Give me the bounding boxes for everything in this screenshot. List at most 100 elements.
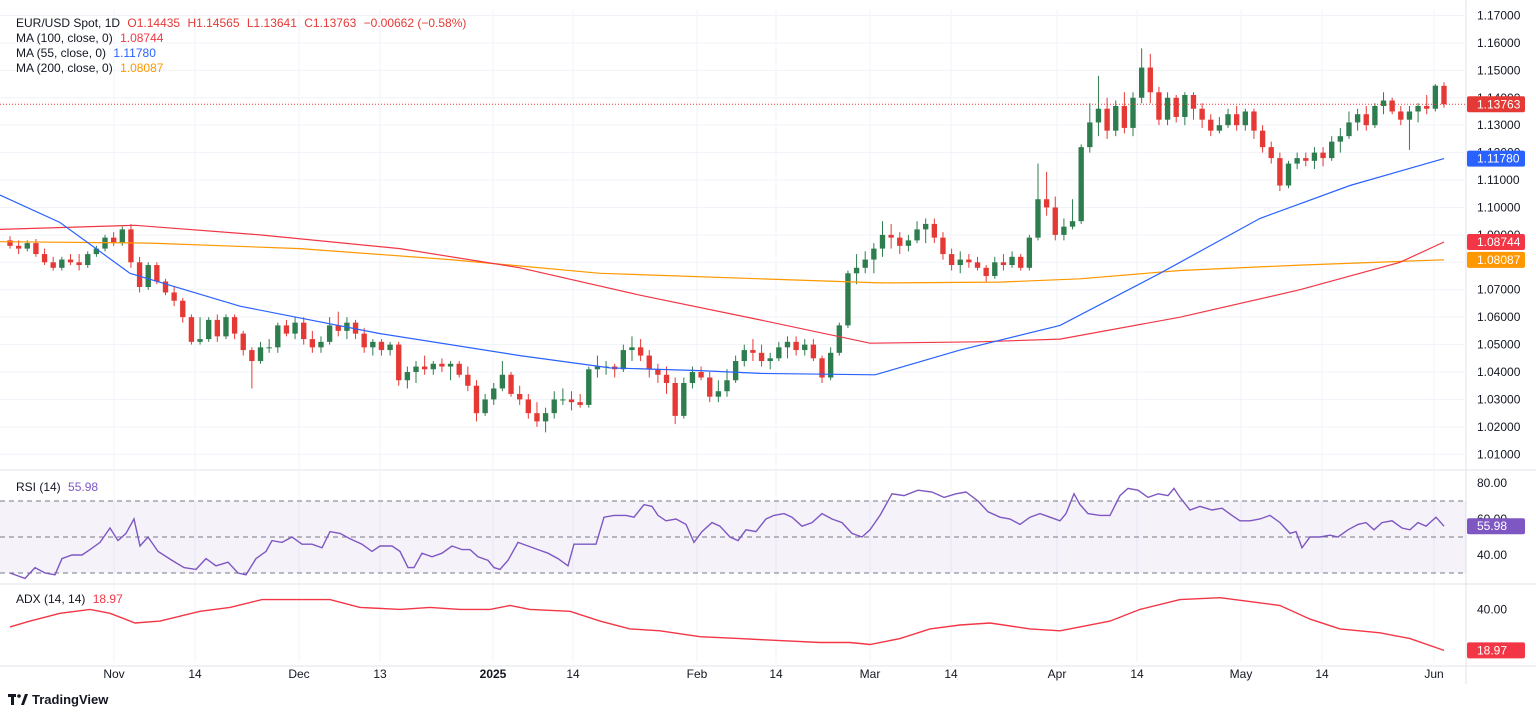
candle[interactable] (1294, 152, 1300, 170)
ma100-line[interactable] (0, 224, 1445, 344)
candle[interactable] (862, 251, 868, 274)
ma55-badge[interactable]: 1.11780 (1467, 150, 1525, 167)
candle[interactable] (197, 317, 203, 345)
candle[interactable] (871, 243, 877, 274)
candle[interactable] (301, 317, 307, 345)
candle[interactable] (1035, 163, 1041, 241)
adx-line[interactable] (9, 596, 1445, 652)
candle[interactable] (1424, 95, 1430, 115)
candle[interactable] (136, 256, 143, 293)
candle[interactable] (1173, 95, 1179, 123)
candle[interactable] (741, 344, 747, 367)
candle[interactable] (292, 317, 298, 340)
candle[interactable] (1078, 144, 1084, 224)
rsi-legend[interactable]: RSI (14) 55.98 (16, 480, 102, 494)
candle[interactable] (750, 339, 756, 362)
candle[interactable] (1285, 160, 1292, 189)
candle[interactable] (646, 350, 652, 378)
candle[interactable] (681, 377, 687, 419)
candle[interactable] (525, 393, 531, 419)
candle[interactable] (612, 363, 618, 378)
candle[interactable] (542, 407, 549, 433)
ma100-badge[interactable]: 1.08744 (1467, 234, 1525, 251)
candle[interactable] (1398, 105, 1404, 126)
candle[interactable] (421, 355, 428, 375)
candle[interactable] (67, 254, 74, 266)
candle[interactable] (568, 391, 575, 411)
candle[interactable] (1251, 108, 1257, 139)
candle[interactable] (732, 355, 739, 383)
candle[interactable] (655, 363, 661, 383)
candle[interactable] (1337, 127, 1344, 153)
candle[interactable] (1303, 152, 1309, 167)
rsi-pane[interactable] (0, 487, 1466, 580)
candle[interactable] (1346, 111, 1352, 139)
candle[interactable] (128, 223, 134, 268)
rsi-line[interactable] (9, 487, 1445, 580)
candle[interactable] (1199, 103, 1205, 128)
candle[interactable] (1415, 103, 1421, 123)
candle[interactable] (905, 234, 912, 252)
candle[interactable] (577, 393, 583, 408)
candle[interactable] (482, 393, 488, 416)
candle[interactable] (223, 314, 229, 340)
candle[interactable] (1311, 147, 1318, 170)
candle[interactable] (888, 223, 894, 249)
candle[interactable] (257, 341, 264, 364)
candle[interactable] (672, 377, 678, 425)
candle[interactable] (724, 369, 730, 397)
candle[interactable] (948, 248, 955, 271)
candle[interactable] (767, 352, 773, 370)
candle[interactable] (957, 251, 963, 274)
candle[interactable] (318, 336, 324, 353)
candle[interactable] (387, 341, 393, 356)
candle[interactable] (810, 339, 817, 362)
candle[interactable] (508, 372, 514, 397)
candle[interactable] (1087, 103, 1093, 153)
candle[interactable] (50, 256, 56, 271)
candle[interactable] (1268, 141, 1274, 164)
candle[interactable] (1216, 116, 1223, 134)
adx-pane[interactable] (9, 596, 1445, 652)
candle[interactable] (7, 236, 13, 249)
candle[interactable] (1095, 75, 1102, 137)
candle[interactable] (1372, 103, 1378, 128)
candle[interactable] (983, 265, 989, 282)
candle[interactable] (1121, 92, 1128, 134)
candle[interactable] (698, 366, 704, 381)
candle[interactable] (1441, 82, 1447, 108)
candle[interactable] (1233, 105, 1240, 131)
candle[interactable] (776, 341, 782, 362)
adx-legend[interactable]: ADX (14, 14) 18.97 (16, 592, 127, 606)
candle[interactable] (551, 391, 557, 419)
ma200-line[interactable] (0, 241, 1445, 284)
candle[interactable] (819, 355, 825, 383)
candle[interactable] (1061, 218, 1067, 241)
candle[interactable] (992, 256, 998, 279)
candle[interactable] (1259, 125, 1266, 153)
candle[interactable] (145, 262, 151, 290)
candle[interactable] (370, 339, 376, 356)
candle[interactable] (974, 256, 981, 271)
candle[interactable] (836, 322, 842, 356)
candle[interactable] (404, 366, 411, 389)
candle[interactable] (188, 314, 195, 345)
ma200-legend[interactable]: MA (200, close, 0) 1.08087 (16, 61, 167, 75)
candle[interactable] (637, 339, 644, 362)
candle[interactable] (1406, 105, 1413, 150)
ma100-legend[interactable]: MA (100, close, 0) 1.08744 (16, 31, 167, 45)
ma55-line[interactable] (0, 158, 1445, 376)
candle[interactable] (491, 382, 497, 405)
candle[interactable] (1052, 196, 1058, 241)
candle[interactable] (897, 232, 903, 255)
candle[interactable] (352, 319, 359, 340)
candle[interactable] (923, 218, 929, 244)
candle[interactable] (620, 344, 627, 373)
candle[interactable] (663, 366, 670, 394)
ma200-badge[interactable]: 1.08087 (1467, 251, 1525, 268)
candle[interactable] (1164, 92, 1171, 126)
candle[interactable] (1069, 199, 1076, 230)
candle[interactable] (845, 270, 851, 329)
candle[interactable] (802, 339, 808, 356)
candle[interactable] (465, 366, 471, 392)
